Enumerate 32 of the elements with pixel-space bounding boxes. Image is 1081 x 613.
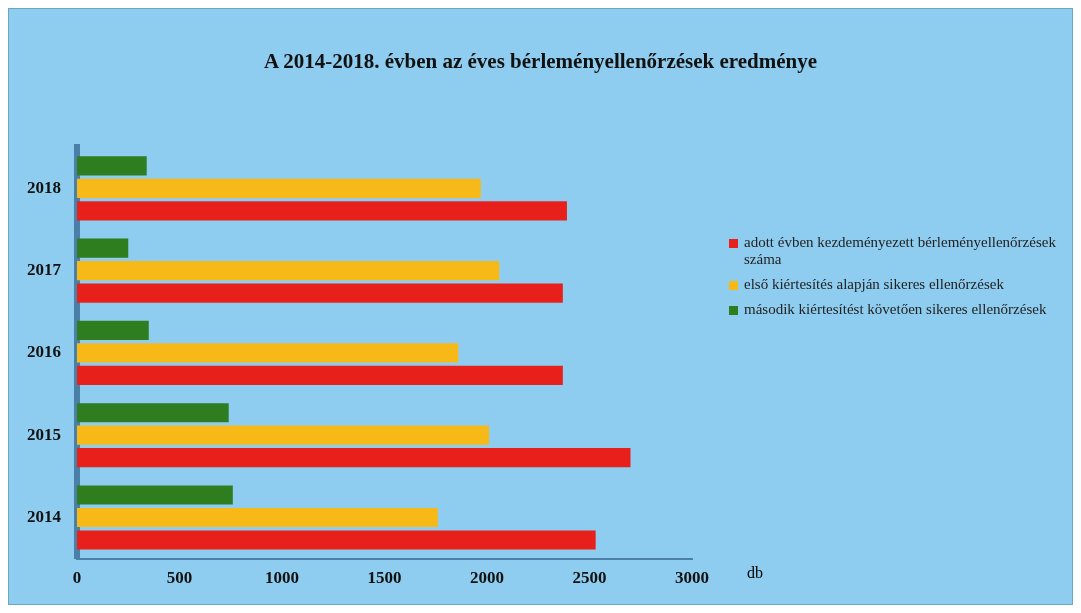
bar — [77, 238, 129, 258]
bar — [77, 485, 233, 505]
x-tick-label: 3000 — [675, 568, 709, 588]
bar — [77, 156, 147, 176]
legend-label: adott évben kezdeményezett bérleményellenőrzések száma — [744, 234, 1057, 268]
x-tick-label: 2500 — [572, 568, 607, 588]
bar — [77, 425, 490, 445]
bar — [77, 261, 500, 281]
x-axis-title: db — [747, 564, 763, 582]
y-tick-label: 2014 — [27, 506, 62, 526]
y-tick-label: 2018 — [27, 177, 61, 197]
legend-label: második kiértesítést követően sikeres ellenőrzések — [744, 301, 1047, 318]
bar — [77, 365, 563, 385]
chart-title: A 2014-2018. évben az éves bérleményellenőrzések eredménye — [262, 49, 819, 74]
bar — [77, 201, 567, 221]
bar — [77, 283, 563, 303]
bar — [77, 507, 438, 528]
bar — [77, 343, 459, 363]
x-tick-label: 1500 — [367, 568, 402, 588]
y-tick-label: 2015 — [27, 424, 61, 444]
y-tick-label: 2017 — [27, 260, 62, 280]
bar — [77, 530, 596, 550]
bar — [77, 448, 631, 468]
y-tick-label: 2016 — [27, 342, 61, 362]
bar — [77, 403, 229, 423]
bar — [77, 178, 481, 198]
x-tick-label: 1000 — [265, 568, 299, 588]
x-tick-label: 2000 — [470, 568, 504, 588]
x-tick-label: 500 — [166, 568, 193, 588]
x-tick-label: 0 — [72, 568, 82, 588]
legend-label: első kiértesítés alapján sikeres ellenőrzések — [744, 276, 1004, 293]
bar — [77, 320, 149, 340]
